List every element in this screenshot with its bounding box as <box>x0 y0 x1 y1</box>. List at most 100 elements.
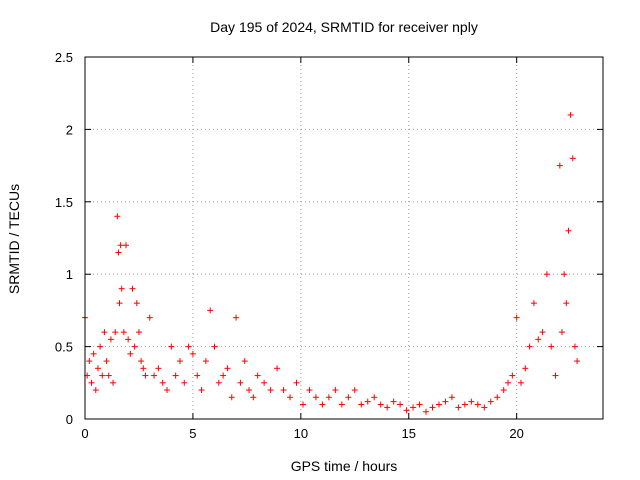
data-point <box>151 372 158 379</box>
data-point <box>384 404 391 411</box>
data-point <box>332 387 339 394</box>
data-point <box>567 111 574 118</box>
grid-lines <box>85 57 603 419</box>
x-tick-label: 5 <box>189 426 196 441</box>
data-point <box>241 358 248 365</box>
data-point <box>133 300 140 307</box>
data-point <box>107 336 114 343</box>
data-point <box>123 242 130 249</box>
chart-title: Day 195 of 2024, SRMTID for receiver npl… <box>210 19 478 35</box>
data-points <box>82 111 581 415</box>
data-point <box>112 329 119 336</box>
data-point <box>543 271 550 278</box>
data-point <box>574 358 581 365</box>
data-point <box>325 394 332 401</box>
data-point <box>505 379 512 386</box>
data-point <box>140 365 147 372</box>
data-point <box>88 379 95 386</box>
data-point <box>138 358 145 365</box>
x-tick-label: 20 <box>509 426 523 441</box>
data-point <box>487 398 494 405</box>
y-tick-label: 2 <box>66 122 73 137</box>
y-axis-label: SRMTID / TECUs <box>6 184 22 294</box>
data-point <box>86 358 93 365</box>
data-point <box>571 343 578 350</box>
data-point <box>224 365 231 372</box>
data-point <box>261 379 268 386</box>
data-point <box>371 394 378 401</box>
data-point <box>118 285 125 292</box>
data-point <box>552 372 559 379</box>
data-point <box>129 285 136 292</box>
data-point <box>110 379 117 386</box>
plot-frame <box>84 56 604 420</box>
data-point <box>117 242 124 249</box>
data-point <box>189 350 196 357</box>
x-tick-label: 0 <box>81 426 88 441</box>
data-point <box>410 404 417 411</box>
x-axis-label: GPS time / hours <box>291 458 398 474</box>
data-point <box>172 372 179 379</box>
data-point <box>539 329 546 336</box>
x-tick-label: 15 <box>402 426 416 441</box>
data-point <box>90 350 97 357</box>
data-point <box>202 358 209 365</box>
data-point <box>274 365 281 372</box>
data-point <box>194 372 201 379</box>
data-point <box>254 372 261 379</box>
data-point <box>164 387 171 394</box>
data-point <box>146 314 153 321</box>
data-point <box>105 372 112 379</box>
data-point <box>116 300 123 307</box>
data-point <box>135 329 142 336</box>
data-point <box>168 343 175 350</box>
data-point <box>364 398 371 405</box>
data-point <box>423 408 430 415</box>
data-point <box>494 394 501 401</box>
data-point <box>97 343 104 350</box>
data-point <box>267 387 274 394</box>
data-point <box>131 343 138 350</box>
data-point <box>522 365 529 372</box>
y-tick-label: 0.5 <box>55 340 73 355</box>
data-point <box>228 394 235 401</box>
data-point <box>513 314 520 321</box>
data-point <box>509 372 516 379</box>
data-point <box>233 314 240 321</box>
data-point <box>312 394 319 401</box>
data-point <box>481 404 488 411</box>
data-point <box>556 162 563 169</box>
data-point <box>185 343 192 350</box>
data-point <box>127 350 134 357</box>
data-point <box>403 407 410 414</box>
data-point <box>215 379 222 386</box>
data-point <box>115 249 122 256</box>
y-tick-label: 0 <box>66 412 73 427</box>
data-point <box>569 155 576 162</box>
y-tick-label: 1 <box>66 267 73 282</box>
x-axis-ticks: 0 5 10 15 20 <box>81 57 524 441</box>
data-point <box>345 394 352 401</box>
data-point <box>101 329 108 336</box>
data-point <box>561 271 568 278</box>
data-point <box>181 379 188 386</box>
data-point <box>198 387 205 394</box>
data-point <box>176 358 183 365</box>
data-point <box>280 387 287 394</box>
data-point <box>500 387 507 394</box>
data-point <box>92 387 99 394</box>
data-point <box>565 227 572 234</box>
data-point <box>142 372 149 379</box>
data-point <box>358 401 365 408</box>
data-point <box>159 379 166 386</box>
data-point <box>299 401 306 408</box>
data-point <box>455 404 462 411</box>
data-point <box>211 343 218 350</box>
data-point <box>517 379 524 386</box>
data-point <box>468 398 475 405</box>
data-point <box>390 398 397 405</box>
data-point <box>125 336 132 343</box>
data-point <box>397 401 404 408</box>
data-point <box>442 398 449 405</box>
